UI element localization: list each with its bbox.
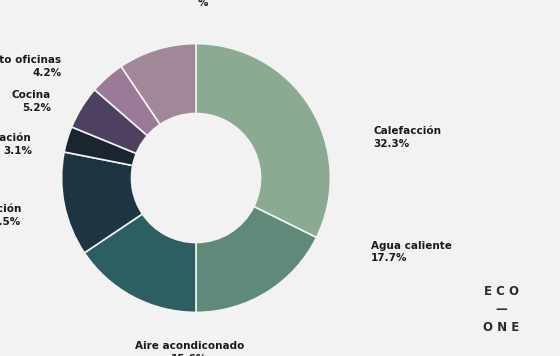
Text: Otros
9.4
%: Otros 9.4 % — [186, 0, 219, 7]
Wedge shape — [72, 90, 147, 153]
Wedge shape — [95, 66, 160, 136]
Text: Aire acondiconado
15.6%: Aire acondiconado 15.6% — [134, 341, 244, 356]
Text: Cocina
5.2%: Cocina 5.2% — [12, 90, 51, 113]
Text: Agua caliente
17.7%: Agua caliente 17.7% — [371, 241, 451, 263]
Wedge shape — [121, 43, 196, 124]
Text: Equipamiento oficinas
4.2%: Equipamiento oficinas 4.2% — [0, 55, 62, 78]
Text: E C O
—
O N E: E C O — O N E — [483, 285, 519, 334]
Text: Calefacción
32.3%: Calefacción 32.3% — [374, 126, 441, 149]
Text: Iluminación
12.5%: Iluminación 12.5% — [0, 204, 21, 227]
Wedge shape — [64, 127, 136, 166]
Wedge shape — [196, 43, 330, 237]
Wedge shape — [85, 214, 196, 313]
Wedge shape — [196, 206, 316, 313]
Text: Ventilación
3.1%: Ventilación 3.1% — [0, 133, 32, 156]
Wedge shape — [62, 152, 142, 253]
